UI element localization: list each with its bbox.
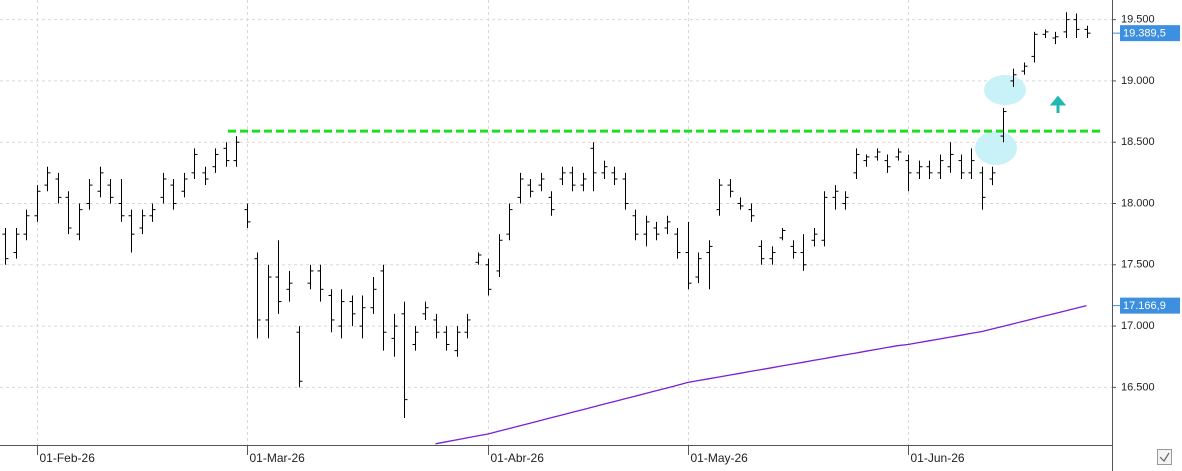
highlight-ellipse [984, 75, 1026, 105]
price-tag [1120, 25, 1180, 42]
y-tick-label: 16.500 [1121, 381, 1155, 393]
y-tick-label: 19.500 [1121, 14, 1155, 26]
price-tag [1120, 297, 1180, 314]
highlight-ellipse [975, 131, 1017, 165]
x-tick-label: 01-May-26 [691, 451, 749, 465]
corner-button[interactable] [1157, 449, 1172, 465]
price-tag-label: 17.166,9 [1123, 300, 1166, 312]
price-tag-label: 19.389,5 [1123, 28, 1166, 40]
x-tick-label: 01-Feb-26 [40, 451, 96, 465]
y-tick-label: 18.500 [1121, 136, 1155, 148]
up-arrow [1049, 95, 1067, 113]
x-tick-label: 01-Jun-26 [911, 451, 965, 465]
y-tick-label: 17.500 [1121, 259, 1155, 271]
grid [0, 0, 1112, 445]
plot-area [2, 12, 1101, 445]
y-tick-label: 19.000 [1121, 75, 1155, 87]
y-tick-label: 18.000 [1121, 197, 1155, 209]
corner-button-box[interactable] [1157, 449, 1172, 465]
moving-average-line [435, 304, 1087, 445]
x-tick-label: 01-Mar-26 [250, 451, 306, 465]
y-tick-label: 17.000 [1121, 320, 1155, 332]
x-tick-label: 01-Abr-26 [491, 451, 545, 465]
corner-button-icon [1159, 452, 1170, 462]
